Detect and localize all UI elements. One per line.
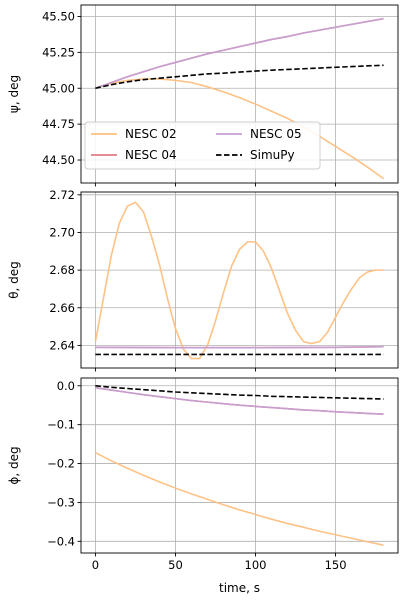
legend-label-nesc-05: NESC 05 bbox=[250, 127, 302, 141]
panel-2-axes-frame bbox=[80, 191, 399, 369]
panel-3-ytick-label-1: −0.1 bbox=[47, 418, 75, 432]
panel-3-xtick-label-150: 150 bbox=[325, 558, 347, 572]
panel-3-axes-frame bbox=[80, 377, 399, 554]
panel-3-ytick-label-4: −0.4 bbox=[47, 534, 75, 548]
panel-1-ytick-label-2: 45.00 bbox=[42, 81, 75, 95]
panel-2-ytick-label-0: 2.64 bbox=[49, 338, 75, 352]
panel-2-ytick-label-3: 2.70 bbox=[49, 225, 75, 239]
panel-3-series-simupy bbox=[95, 384, 384, 400]
panel-2-ytick-label-2: 2.68 bbox=[49, 263, 75, 277]
legend: NESC 02 NESC 04 NESC 05 SimuPy bbox=[84, 121, 321, 170]
panel-2: 2.64 2.66 2.68 2.70 2.72 θ, deg bbox=[7, 188, 399, 372]
panel-3-xlabel: time, s bbox=[219, 581, 260, 595]
panel-1-series-nesc-05 bbox=[95, 17, 384, 90]
panel-3-series-nesc-02 bbox=[95, 451, 384, 547]
panel-3: 0 50 100 150 0.0 −0.1 −0.2 −0.3 −0.4 ϕ, deg time, … bbox=[7, 377, 399, 595]
panel-2-ylabel: θ, deg bbox=[7, 261, 21, 299]
panel-3-series-nesc-05 bbox=[95, 386, 384, 415]
panel-1-ytick-label-1: 44.75 bbox=[42, 117, 75, 131]
panel-3-ytick-label-0: 0.0 bbox=[57, 379, 75, 393]
legend-label-nesc-04: NESC 04 bbox=[125, 148, 177, 162]
panel-1-ytick-label-0: 44.50 bbox=[42, 153, 75, 167]
panel-3-xtick-label-0: 0 bbox=[92, 558, 99, 572]
panel-2-series-nesc-05 bbox=[95, 345, 384, 349]
legend-box bbox=[84, 121, 321, 170]
panel-3-ylabel: ϕ, deg bbox=[7, 446, 21, 484]
panel-1-axes-frame bbox=[80, 4, 399, 184]
panel-1-series-simupy bbox=[95, 64, 384, 90]
panel-2-ytick-label-4: 2.72 bbox=[49, 188, 75, 202]
legend-label-simupy: SimuPy bbox=[250, 148, 295, 162]
panel-1-ylabel: ψ, deg bbox=[7, 75, 21, 113]
legend-label-nesc-02: NESC 02 bbox=[125, 127, 177, 141]
panel-2-ytick-label-1: 2.66 bbox=[49, 301, 75, 315]
panel-1-ytick-label-4: 45.50 bbox=[42, 9, 75, 23]
panel-3-xtick-label-50: 50 bbox=[168, 558, 183, 572]
panel-3-ytick-label-2: −0.2 bbox=[47, 457, 75, 471]
panel-3-ytick-label-3: −0.3 bbox=[47, 495, 75, 509]
panel-3-xtick-label-100: 100 bbox=[245, 558, 267, 572]
panel-2-series-nesc-02 bbox=[94, 201, 384, 360]
panel-1-ytick-label-3: 45.25 bbox=[42, 45, 75, 59]
